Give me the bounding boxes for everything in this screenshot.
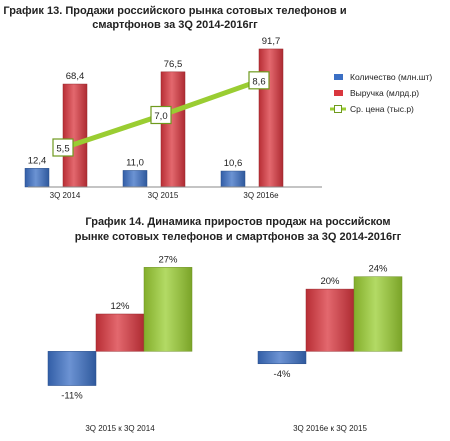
chart13-bar-label: 12,4	[28, 155, 47, 166]
chart14-bar-avg-price-1	[143, 267, 193, 352]
chart14-bar-label: 27%	[158, 254, 178, 265]
chart14-bar-label: 20%	[320, 276, 340, 287]
chart13-bar-label: 68,4	[66, 71, 85, 82]
chart14-bar-quantity-1	[47, 351, 97, 386]
chart13-bar-label: 91,7	[262, 36, 281, 47]
legend-label: Выручка (млрд.р)	[350, 88, 419, 98]
chart13-bar-label: 76,5	[164, 59, 183, 70]
chart13-bar-label: 10,6	[224, 158, 243, 169]
chart14-title-line-1: График 14. Динамика приростов продаж на …	[85, 216, 390, 228]
chart13-line-label: 7,0	[154, 111, 167, 122]
chart13-line-label-box	[150, 105, 172, 125]
chart13-bar-revenue-2	[160, 71, 186, 188]
chart14-bar-avg-price-2	[353, 276, 403, 352]
chart14-bar-revenue-2	[305, 288, 355, 352]
chart13-line-label: 8,6	[252, 76, 265, 87]
chart14-x-tick: 3Q 2015 к 3Q 2014	[85, 424, 155, 433]
chart14-bar-label: 12%	[110, 301, 130, 312]
chart13-title-line-2: смартфонов за 3Q 2014-2016гг	[92, 19, 258, 31]
chart13-title-line-1: График 13. Продажи российского рынка сот…	[3, 5, 346, 17]
chart14-bar-label: -11%	[61, 391, 83, 402]
chart14-x-tick: 3Q 2016е к 3Q 2015	[293, 424, 367, 433]
chart13-line-label-box	[248, 71, 270, 90]
chart13-bar-quantity-1	[24, 168, 50, 188]
chart13-bar-label: 11,0	[126, 157, 144, 168]
chart13-bar-revenue-1	[62, 83, 88, 188]
legend-swatch	[334, 90, 343, 96]
legend-marker	[334, 105, 342, 113]
chart13-line-label-box	[52, 138, 74, 157]
chart13-line-label: 5,5	[56, 144, 69, 155]
legend-label: Ср. цена (тыс.р)	[350, 104, 414, 114]
chart13-x-tick: 3Q 2016e	[243, 191, 279, 200]
chart14-title-line-2: рынке сотовых телефонов и смартфонов за …	[75, 231, 402, 243]
chart14-bar-revenue-1	[95, 313, 145, 352]
chart13-bar-quantity-3	[220, 170, 246, 188]
legend-swatch	[334, 74, 343, 80]
chart14-bar-label: 24%	[368, 264, 388, 275]
chart14-bar-label: -4%	[274, 369, 291, 380]
chart14-bar-quantity-2	[257, 351, 307, 365]
legend-label: Количество (млн.шт)	[350, 72, 432, 82]
chart13-x-tick: 3Q 2014	[50, 191, 81, 200]
chart13-bar-quantity-2	[122, 170, 148, 188]
chart13-x-tick: 3Q 2015	[148, 191, 179, 200]
chart13-bar-revenue-3	[258, 48, 284, 188]
